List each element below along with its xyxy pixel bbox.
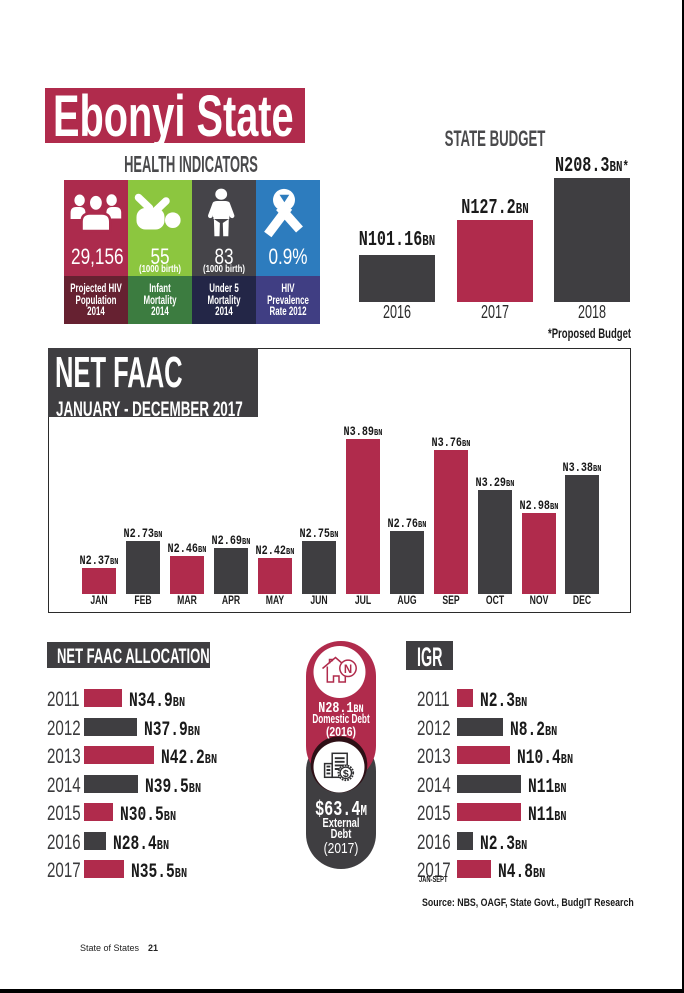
svg-text:N: N: [344, 664, 352, 676]
svg-text:$: $: [343, 768, 349, 780]
